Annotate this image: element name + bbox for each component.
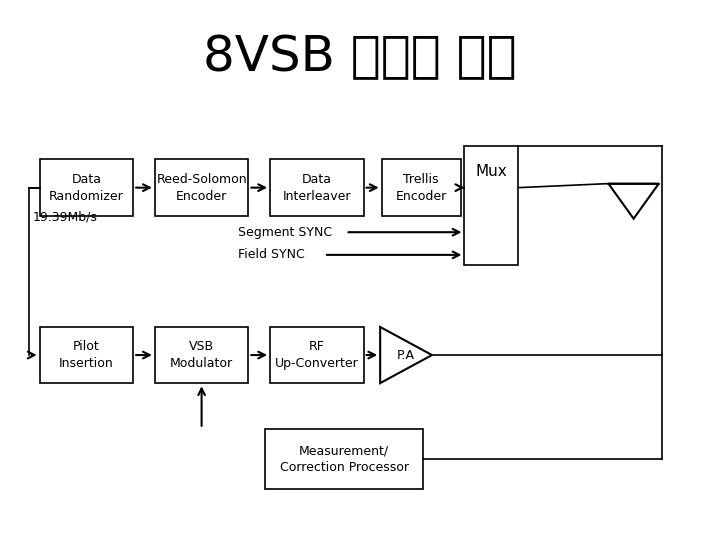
- Bar: [382, 159, 461, 216]
- Bar: [265, 429, 423, 489]
- Bar: [270, 327, 364, 383]
- Bar: [155, 327, 248, 383]
- Text: 19.39Mb/s: 19.39Mb/s: [32, 211, 97, 224]
- Text: Mux: Mux: [475, 165, 508, 179]
- Text: Reed-Solomon
Encoder: Reed-Solomon Encoder: [156, 173, 247, 202]
- Text: Field SYNC: Field SYNC: [238, 248, 305, 261]
- Text: P.A: P.A: [397, 348, 415, 362]
- Text: Pilot
Insertion: Pilot Insertion: [59, 340, 114, 370]
- Text: Measurement/
Correction Processor: Measurement/ Correction Processor: [279, 444, 409, 474]
- Text: Data
Randomizer: Data Randomizer: [49, 173, 124, 202]
- Bar: [155, 159, 248, 216]
- Text: VSB
Modulator: VSB Modulator: [170, 340, 233, 370]
- Text: 8VSB 송신기 구조: 8VSB 송신기 구조: [203, 33, 517, 80]
- Bar: [40, 327, 133, 383]
- Text: Trellis
Encoder: Trellis Encoder: [395, 173, 447, 202]
- Bar: [40, 159, 133, 216]
- Text: Data
Interleaver: Data Interleaver: [282, 173, 351, 202]
- Bar: [464, 146, 518, 265]
- Text: RF
Up-Converter: RF Up-Converter: [275, 340, 359, 370]
- Text: Segment SYNC: Segment SYNC: [238, 226, 332, 239]
- Bar: [270, 159, 364, 216]
